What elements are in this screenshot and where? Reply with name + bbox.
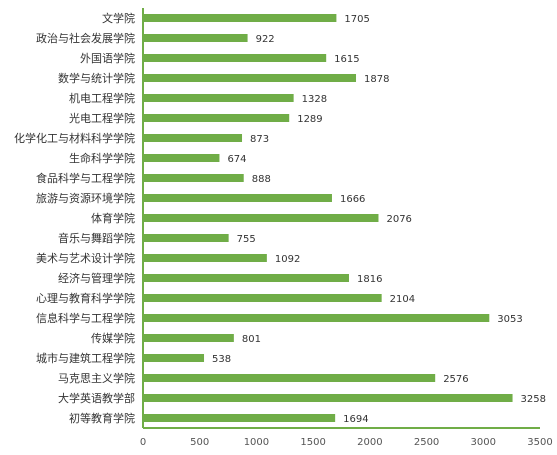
bar xyxy=(143,254,267,262)
category-label: 信息科学与工程学院 xyxy=(36,311,135,325)
category-label: 传媒学院 xyxy=(91,331,135,345)
data-label: 888 xyxy=(252,174,271,185)
category-labels: 文学院政治与社会发展学院外国语学院数学与统计学院机电工程学院光电工程学院化学化工… xyxy=(14,11,135,425)
x-tick-label: 2500 xyxy=(414,437,439,448)
bar xyxy=(143,14,337,22)
bar xyxy=(143,274,349,282)
data-label: 1666 xyxy=(340,194,365,205)
category-label: 城市与建筑工程学院 xyxy=(36,351,135,365)
x-tick-label: 3500 xyxy=(527,437,552,448)
data-label: 3258 xyxy=(521,394,546,405)
bar xyxy=(143,174,244,182)
axes-group xyxy=(142,8,540,429)
bar xyxy=(143,194,332,202)
data-label: 1092 xyxy=(275,254,300,265)
category-label: 旅游与资源环境学院 xyxy=(36,191,135,205)
category-label: 生命科学学院 xyxy=(69,151,135,165)
data-label: 1328 xyxy=(302,94,327,105)
bar xyxy=(143,94,294,102)
bar xyxy=(143,114,290,122)
category-label: 政治与社会发展学院 xyxy=(36,31,135,45)
category-label: 美术与艺术设计学院 xyxy=(36,251,135,265)
data-label: 873 xyxy=(250,134,269,145)
category-label: 经济与管理学院 xyxy=(58,271,135,285)
category-label: 体育学院 xyxy=(91,211,135,225)
bars-group xyxy=(143,14,513,422)
data-label: 801 xyxy=(242,334,261,345)
category-label: 文学院 xyxy=(102,11,135,25)
x-tick-label: 500 xyxy=(190,437,209,448)
data-label: 674 xyxy=(227,154,246,165)
category-label: 外国语学院 xyxy=(80,51,135,65)
data-label: 922 xyxy=(256,34,275,45)
x-tick-label: 3000 xyxy=(471,437,496,448)
bar xyxy=(143,334,234,342)
data-label: 1705 xyxy=(344,14,369,25)
bar xyxy=(143,414,336,422)
x-tick-label: 0 xyxy=(140,437,146,448)
category-label: 心理与教育科学学院 xyxy=(36,291,135,305)
data-label: 538 xyxy=(212,354,231,365)
bar xyxy=(143,294,382,302)
category-label: 机电工程学院 xyxy=(69,91,135,105)
data-label: 2576 xyxy=(443,374,468,385)
x-tick-labels: 0 500 1000 1500 2000 2500 3000 3500 xyxy=(140,437,553,448)
category-label: 音乐与舞蹈学院 xyxy=(58,231,135,245)
bar xyxy=(143,134,243,142)
bar xyxy=(143,394,513,402)
data-label: 2076 xyxy=(386,214,411,225)
data-label: 3053 xyxy=(497,314,522,325)
category-label: 数学与统计学院 xyxy=(58,71,135,85)
category-label: 光电工程学院 xyxy=(69,111,135,125)
bar xyxy=(143,34,248,42)
data-label: 1878 xyxy=(364,74,389,85)
data-label: 1289 xyxy=(297,114,322,125)
data-label: 1615 xyxy=(334,54,359,65)
category-label: 食品科学与工程学院 xyxy=(36,171,135,185)
x-tick-label: 1500 xyxy=(300,437,325,448)
value-labels: 1705 922 1615 1878 1328 1289 873 674 888 1666 2076… xyxy=(212,14,546,425)
bar xyxy=(143,214,379,222)
x-tick-label: 2000 xyxy=(357,437,382,448)
bar xyxy=(143,234,229,242)
bar xyxy=(143,54,327,62)
data-label: 1694 xyxy=(343,414,368,425)
x-tick-label: 1000 xyxy=(244,437,269,448)
bar xyxy=(143,374,436,382)
bar xyxy=(143,74,357,82)
category-label: 大学英语教学部 xyxy=(58,391,135,405)
data-label: 2104 xyxy=(390,294,415,305)
bar xyxy=(143,154,220,162)
category-label: 化学化工与材料科学学院 xyxy=(14,131,135,145)
bar xyxy=(143,314,490,322)
bar xyxy=(143,354,205,362)
data-label: 755 xyxy=(237,234,256,245)
data-label: 1816 xyxy=(357,274,382,285)
category-label: 初等教育学院 xyxy=(69,411,135,425)
category-label: 马克思主义学院 xyxy=(58,371,135,385)
